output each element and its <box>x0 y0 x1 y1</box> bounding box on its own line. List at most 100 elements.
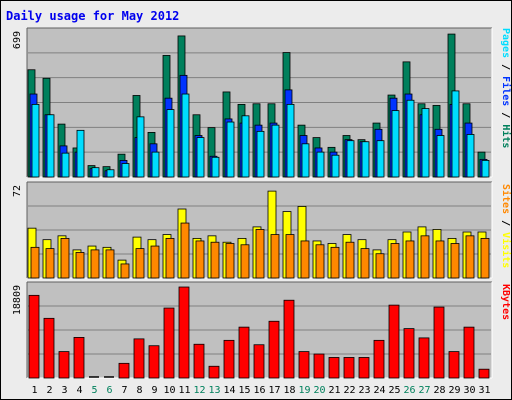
legend-hits-files-pages: Pages / Files / Hits <box>500 28 511 148</box>
sites-bar <box>345 241 355 279</box>
sites-bar <box>300 240 310 279</box>
x-tick-label: 25 <box>388 385 400 396</box>
sites-bar <box>75 252 85 279</box>
pages-bar <box>136 116 145 178</box>
kbytes-bar <box>448 351 460 379</box>
kbytes-bar <box>328 357 340 379</box>
kbytes-bar <box>238 326 250 379</box>
pages-bar <box>361 141 370 178</box>
sites-bar <box>390 243 400 279</box>
pages-bar <box>181 93 190 178</box>
kbytes-bar <box>28 294 40 379</box>
x-tick-label: 15 <box>238 385 250 396</box>
sites-bar <box>195 240 205 279</box>
sites-bar <box>90 249 100 279</box>
pages-bar <box>151 151 160 178</box>
sites-bar <box>360 248 370 279</box>
kbytes-bar <box>403 328 415 379</box>
x-tick-label: 11 <box>178 385 190 396</box>
kbytes-bar <box>373 339 385 379</box>
pages-bar <box>421 108 430 178</box>
sites-bar <box>210 241 220 279</box>
pages-bar <box>31 103 40 178</box>
kbytes-bar <box>133 338 145 379</box>
pages-bar <box>376 140 385 178</box>
legend-item: Pages <box>500 28 511 58</box>
legend-kbytes: KBytes <box>500 284 511 320</box>
chart-title: Daily usage for May 2012 <box>6 9 180 23</box>
pages-bar <box>76 129 85 178</box>
x-tick-label: 27 <box>418 385 430 396</box>
x-tick-label: 20 <box>313 385 325 396</box>
x-tick-label: 8 <box>136 385 142 396</box>
sites-bar <box>165 237 175 279</box>
kbytes-bar <box>253 344 265 379</box>
sites-bar <box>450 243 460 279</box>
x-tick-label: 6 <box>106 385 112 396</box>
kbytes-bar <box>208 365 220 379</box>
sites-bar <box>405 240 415 279</box>
pages-bar <box>121 163 130 178</box>
sites-bar <box>180 222 190 279</box>
legend-item: Hits <box>500 124 511 148</box>
y-max-label-kbytes: 18809 <box>12 285 23 315</box>
x-tick-label: 28 <box>433 385 445 396</box>
x-tick-label: 17 <box>268 385 280 396</box>
legend-separator: / <box>500 214 511 232</box>
x-tick-label: 24 <box>373 385 385 396</box>
legend-item: KBytes <box>500 284 511 320</box>
kbytes-bar <box>58 351 70 379</box>
legend-separator: / <box>500 106 511 124</box>
x-tick-label: 14 <box>223 385 235 396</box>
kbytes-bar <box>463 326 475 379</box>
x-tick-label: 29 <box>448 385 460 396</box>
x-tick-label: 22 <box>343 385 355 396</box>
sites-bar <box>480 237 490 279</box>
pages-bar <box>196 137 205 178</box>
kbytes-bar <box>433 306 445 379</box>
sites-bar <box>255 229 265 279</box>
pages-bar <box>271 124 280 178</box>
pages-bar <box>286 103 295 178</box>
legend-item: Files <box>500 76 511 106</box>
kbytes-bar <box>478 368 490 379</box>
pages-bar <box>241 115 250 178</box>
pages-bar <box>331 154 340 178</box>
kbytes-bar <box>118 362 130 379</box>
pages-bar <box>466 134 475 178</box>
legend-item: Visits <box>500 232 511 268</box>
legend-item: Sites <box>500 184 511 214</box>
pages-bar <box>256 130 265 178</box>
sites-bar <box>285 234 295 279</box>
sites-bar <box>270 234 280 279</box>
kbytes-bar <box>418 337 430 379</box>
kbytes-bar <box>313 353 325 379</box>
pages-bar <box>346 140 355 178</box>
pages-bar <box>211 156 220 178</box>
kbytes-bar <box>388 304 400 379</box>
sites-bar <box>60 237 70 279</box>
kbytes-bar <box>268 320 280 379</box>
pages-bar <box>226 121 235 178</box>
sites-bar <box>30 246 40 279</box>
kbytes-bar <box>343 357 355 379</box>
x-tick-label: 10 <box>163 385 175 396</box>
legend-visits-sites: Sites / Visits <box>500 184 511 268</box>
sites-bar <box>375 253 385 279</box>
sites-bar <box>435 240 445 279</box>
x-tick-label: 2 <box>46 385 52 396</box>
kbytes-bar <box>298 351 310 379</box>
kbytes-bar <box>283 299 295 379</box>
x-tick-label: 26 <box>403 385 415 396</box>
x-tick-label: 30 <box>463 385 475 396</box>
pages-bar <box>106 169 115 178</box>
sites-bar <box>420 235 430 279</box>
sites-bar <box>150 245 160 279</box>
pages-bar <box>166 109 175 178</box>
x-tick-label: 19 <box>298 385 310 396</box>
sites-bar <box>105 249 115 279</box>
x-tick-label: 1 <box>31 385 37 396</box>
x-tick-label: 18 <box>283 385 295 396</box>
